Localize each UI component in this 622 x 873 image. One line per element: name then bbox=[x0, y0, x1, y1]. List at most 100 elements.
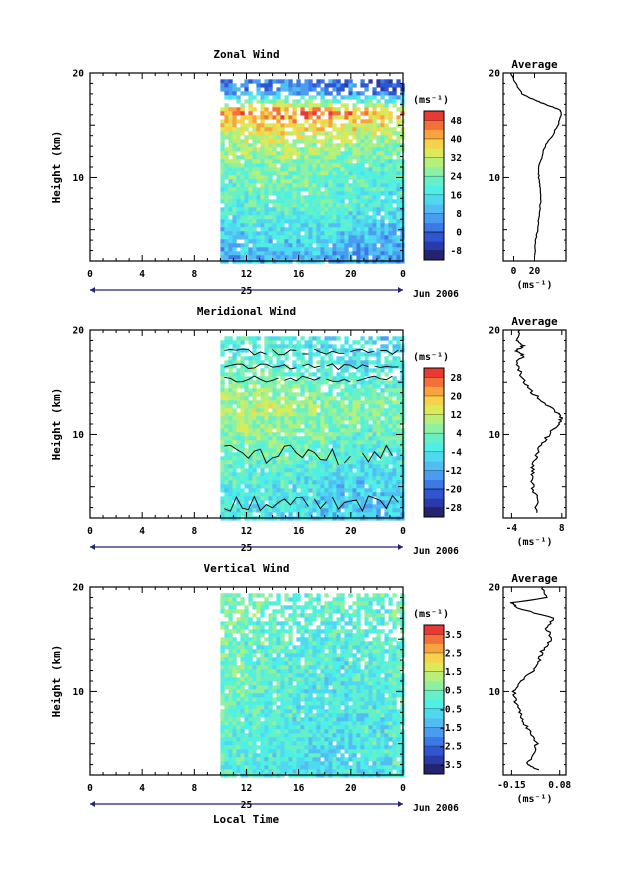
heatmap-cell bbox=[344, 448, 349, 453]
heatmap-cell bbox=[352, 428, 357, 433]
heatmap-cell bbox=[284, 251, 289, 256]
heatmap-cell bbox=[272, 143, 277, 148]
heatmap-cell bbox=[268, 255, 273, 260]
heatmap-cell bbox=[232, 360, 237, 365]
heatmap-cell bbox=[260, 135, 265, 140]
heatmap-cell bbox=[220, 388, 225, 393]
heatmap-cell bbox=[380, 448, 385, 453]
heatmap-cell bbox=[384, 665, 389, 670]
heatmap-cell bbox=[252, 191, 257, 196]
heatmap-cell bbox=[332, 247, 337, 252]
colorbar-swatch bbox=[424, 479, 444, 490]
heatmap-cell bbox=[308, 416, 313, 421]
heatmap-cell bbox=[308, 460, 313, 465]
heatmap-cell bbox=[392, 504, 397, 509]
heatmap-cell bbox=[364, 661, 369, 666]
heatmap-cell bbox=[276, 396, 281, 401]
heatmap-cell bbox=[312, 235, 317, 240]
heatmap-cell bbox=[304, 673, 309, 678]
heatmap-cell bbox=[264, 79, 269, 84]
heatmap-cell bbox=[368, 147, 373, 152]
heatmap-cell bbox=[228, 440, 233, 445]
colorbar-swatch bbox=[424, 423, 444, 434]
heatmap-cell bbox=[236, 440, 241, 445]
heatmap-cell bbox=[356, 400, 361, 405]
heatmap-cell bbox=[376, 111, 381, 116]
heatmap-cell bbox=[380, 247, 385, 252]
heatmap-cell bbox=[324, 633, 329, 638]
heatmap-cell bbox=[308, 613, 313, 618]
heatmap-cell bbox=[288, 123, 293, 128]
heatmap-cell bbox=[380, 155, 385, 160]
heatmap-cell bbox=[232, 243, 237, 248]
heatmap-cell bbox=[368, 360, 373, 365]
heatmap-cell bbox=[380, 199, 385, 204]
heatmap-cell bbox=[308, 99, 313, 104]
heatmap-cell bbox=[280, 649, 285, 654]
heatmap-cell bbox=[388, 597, 393, 602]
heatmap-cell bbox=[380, 601, 385, 606]
heatmap-cell bbox=[272, 183, 277, 188]
heatmap-cell bbox=[348, 460, 353, 465]
heatmap-cell bbox=[332, 231, 337, 236]
heatmap-cell bbox=[340, 143, 345, 148]
heatmap-cell bbox=[308, 436, 313, 441]
heatmap-cell bbox=[344, 388, 349, 393]
heatmap-cell bbox=[224, 496, 229, 501]
heatmap-cell bbox=[324, 440, 329, 445]
heatmap-cell bbox=[224, 79, 229, 84]
heatmap-cell bbox=[312, 119, 317, 124]
heatmap-cell bbox=[244, 400, 249, 405]
heatmap-cell bbox=[332, 87, 337, 92]
heatmap-cell bbox=[360, 601, 365, 606]
heatmap-cell bbox=[248, 131, 253, 136]
heatmap-cell bbox=[256, 685, 261, 690]
heatmap-cell bbox=[240, 665, 245, 670]
heatmap-cell bbox=[232, 452, 237, 457]
heatmap-cell bbox=[260, 492, 265, 497]
heatmap-cell bbox=[344, 111, 349, 116]
heatmap-cell bbox=[264, 83, 269, 88]
heatmap-cell bbox=[372, 432, 377, 437]
heatmap-cell bbox=[376, 171, 381, 176]
heatmap-cell bbox=[312, 171, 317, 176]
heatmap-cell bbox=[328, 681, 333, 686]
heatmap-cell bbox=[236, 384, 241, 389]
heatmap-cell bbox=[388, 340, 393, 345]
heatmap-cell bbox=[308, 255, 313, 260]
heatmap-cell bbox=[252, 223, 257, 228]
heatmap-cell bbox=[256, 388, 261, 393]
heatmap-cell bbox=[348, 243, 353, 248]
heatmap-cell bbox=[276, 508, 281, 513]
heatmap-cell bbox=[348, 665, 353, 670]
heatmap-cell bbox=[228, 123, 233, 128]
heatmap-cell bbox=[256, 151, 261, 156]
heatmap-cell bbox=[392, 653, 397, 658]
heatmap-cell bbox=[376, 135, 381, 140]
heatmap-cell bbox=[304, 685, 309, 690]
heatmap-cell bbox=[372, 191, 377, 196]
heatmap-cell bbox=[224, 472, 229, 477]
heatmap-cell bbox=[332, 183, 337, 188]
heatmap-cell bbox=[344, 79, 349, 84]
colorbar-tick-label: 8 bbox=[456, 209, 462, 220]
heatmap-cell bbox=[396, 653, 401, 658]
heatmap-cell bbox=[332, 492, 337, 497]
heatmap-cell bbox=[364, 408, 369, 413]
heatmap-cell bbox=[252, 215, 257, 220]
heatmap-cell bbox=[296, 649, 301, 654]
heatmap-cell bbox=[312, 492, 317, 497]
heatmap-cell bbox=[392, 364, 397, 369]
heatmap-cell bbox=[300, 123, 305, 128]
heatmap-cell bbox=[376, 356, 381, 361]
heatmap-cell bbox=[220, 352, 225, 357]
heatmap-cell bbox=[284, 131, 289, 136]
heatmap-cell bbox=[388, 448, 393, 453]
heatmap-cell bbox=[224, 127, 229, 132]
heatmap-cell bbox=[276, 476, 281, 481]
heatmap-cell bbox=[356, 147, 361, 152]
heatmap-cell bbox=[324, 107, 329, 112]
heatmap-cell bbox=[220, 223, 225, 228]
heatmap-cell bbox=[296, 207, 301, 212]
heatmap-cell bbox=[296, 243, 301, 248]
